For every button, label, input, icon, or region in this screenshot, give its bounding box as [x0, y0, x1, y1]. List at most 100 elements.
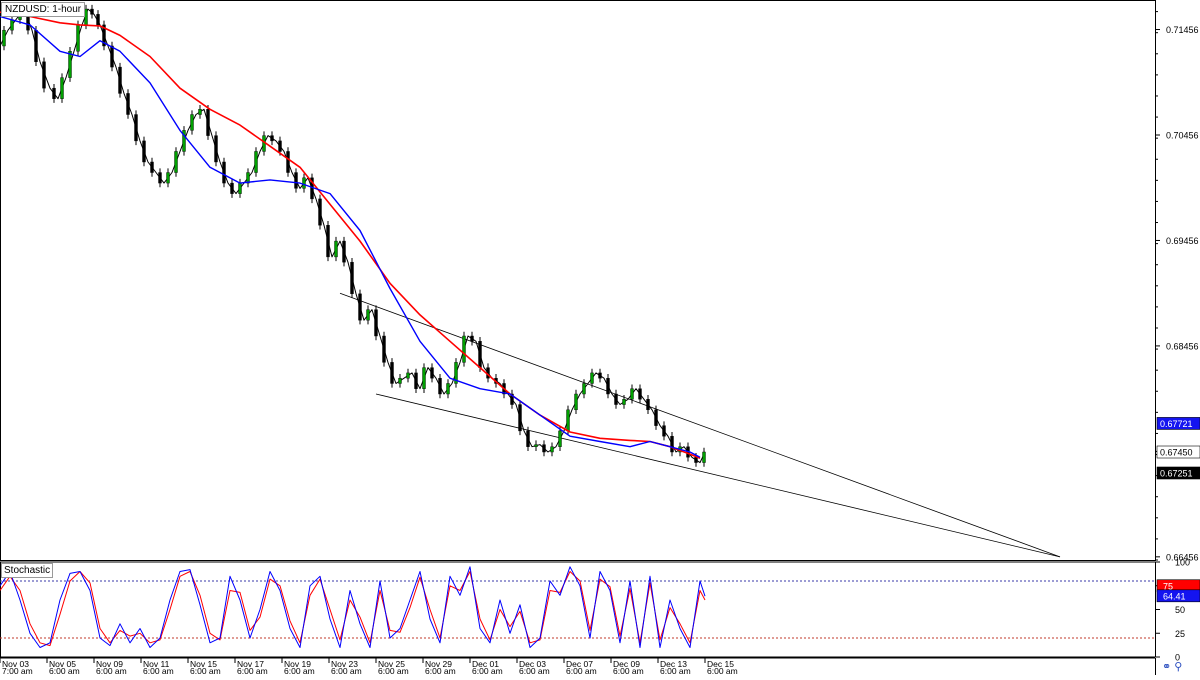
stoch-d-line	[0, 571, 706, 647]
stochastic-series	[0, 566, 706, 648]
x-tick-date: Nov 29	[425, 659, 452, 669]
candle-body	[238, 182, 242, 194]
link-icon[interactable]: ⚭	[1162, 661, 1172, 673]
candle-body	[422, 367, 426, 389]
x-tick-time: 6:00 am	[613, 666, 644, 675]
candle-body	[10, 19, 14, 31]
candle-body	[182, 130, 186, 152]
x-tick-date: Dec 01	[472, 659, 499, 669]
candle-body	[638, 388, 642, 400]
candle-body	[438, 377, 442, 395]
x-tick-date: Dec 07	[566, 659, 593, 669]
candle-body	[454, 362, 458, 384]
stoch-k-line	[0, 566, 706, 648]
panel-frames	[0, 0, 1156, 675]
price-badge-label: 0.67721	[1160, 419, 1193, 429]
x-tick-time: 6:00 am	[425, 666, 456, 675]
price-badge-box	[1156, 417, 1200, 430]
candle-body	[118, 66, 122, 94]
ma-fast-line	[0, 15, 701, 458]
x-tick-time: 6:00 am	[519, 666, 550, 675]
candle-body	[110, 45, 114, 68]
price-badge-box	[1156, 466, 1200, 480]
stochastic-panel-frame	[0, 561, 1156, 658]
candle-body	[246, 172, 250, 184]
candle-body	[90, 8, 94, 15]
candle-body	[670, 435, 674, 453]
candle-body	[534, 444, 538, 447]
price-badge-box	[1156, 445, 1200, 459]
candle-body	[446, 383, 450, 395]
candle-body	[270, 135, 274, 142]
candle-body	[134, 114, 138, 142]
x-tick-time: 6:00 am	[237, 666, 268, 675]
candle-body	[622, 399, 626, 405]
zoom-icon[interactable]: ⚲	[1174, 661, 1183, 673]
candle-body	[590, 372, 594, 384]
x-tick-time: 6:00 am	[472, 666, 503, 675]
x-tick-time: 6:00 am	[331, 666, 362, 675]
candle-body	[166, 172, 170, 184]
x-tick-date: Dec 03	[519, 659, 546, 669]
x-tick-date: Nov 25	[378, 659, 405, 669]
price-badge-label: 0.67450	[1160, 448, 1193, 458]
x-tick-time: 6:00 am	[660, 666, 691, 675]
trendlines[interactable]	[339, 292, 1061, 558]
stoch-tick-label: 50	[1175, 605, 1185, 615]
y-tick-label: 0.71456	[1166, 25, 1199, 35]
candle-body	[374, 309, 378, 337]
candle-body	[302, 177, 306, 189]
x-tick-time: 6:00 am	[284, 666, 315, 675]
candle-body	[510, 393, 514, 405]
candle-body	[462, 335, 466, 363]
candle-body	[158, 172, 162, 184]
candle-body	[566, 409, 570, 432]
candle-body	[206, 109, 210, 136]
candle-body	[654, 409, 658, 426]
candle-body	[174, 151, 178, 173]
candle-body	[550, 446, 554, 453]
candle-body	[76, 24, 80, 52]
candle-body	[694, 457, 698, 463]
candle-body	[214, 135, 218, 163]
x-tick-time: 6:00 am	[566, 666, 597, 675]
y-tick-label: 0.70456	[1166, 130, 1199, 140]
candle-body	[52, 87, 56, 99]
candle-body	[278, 140, 282, 152]
candle-body	[142, 140, 146, 163]
candle-body	[318, 198, 322, 226]
stochastic-title: Stochastic	[1, 563, 54, 578]
candle-body	[326, 225, 330, 258]
candle-body	[542, 444, 546, 453]
candle-body	[286, 151, 290, 173]
candle-body	[102, 24, 106, 47]
candle-body	[2, 29, 6, 47]
x-tick-date: Dec 15	[707, 659, 734, 669]
candle-body	[382, 335, 386, 363]
candle-body	[68, 51, 72, 78]
x-tick-date: Dec 13	[660, 659, 687, 669]
candle-body	[230, 182, 234, 194]
candle-body	[606, 377, 610, 395]
candle-body	[190, 114, 194, 131]
candle-body	[390, 362, 394, 384]
x-tick-date: Nov 09	[96, 659, 123, 669]
stoch-badge-label: 64.41	[1163, 591, 1186, 601]
candle-body	[662, 425, 666, 437]
candle-body	[334, 240, 338, 258]
candle-body	[398, 377, 402, 384]
y-tick-labels: 0.664560.674560.684560.694560.704560.714…	[1155, 11, 1199, 663]
x-tick-date: Nov 05	[49, 659, 76, 669]
candle-body	[406, 372, 410, 379]
y-tick-label: 0.68456	[1166, 341, 1199, 351]
main-panel-frame	[0, 0, 1156, 561]
y-tick-label: 0.69456	[1166, 236, 1199, 246]
stoch-tick-label: 25	[1175, 629, 1185, 639]
candle-body	[294, 172, 298, 189]
candle-body	[430, 367, 434, 379]
candle-body	[574, 393, 578, 411]
